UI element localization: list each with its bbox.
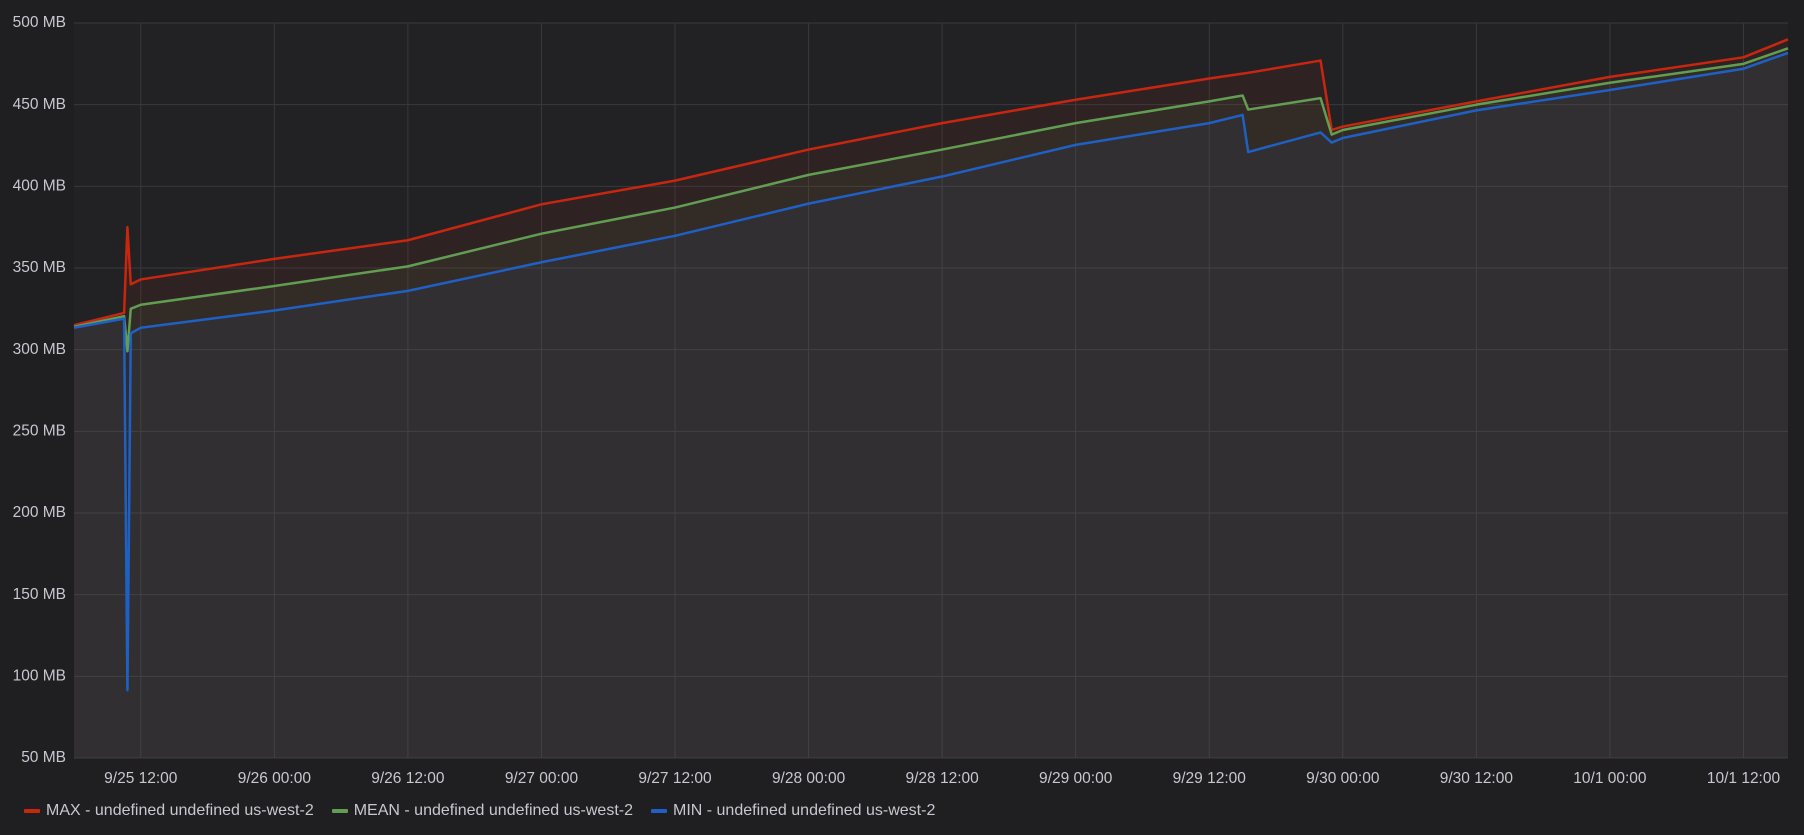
y-tick-label: 150 MB: [13, 586, 66, 603]
x-tick-label: 9/29 00:00: [1039, 770, 1113, 787]
x-tick-label: 9/29 12:00: [1173, 770, 1247, 787]
legend-item[interactable]: MEAN - undefined undefined us-west-2: [331, 802, 633, 820]
x-tick-label: 9/26 00:00: [238, 770, 312, 787]
legend-swatch: [24, 809, 40, 813]
legend-label: MIN - undefined undefined us-west-2: [672, 802, 936, 819]
x-tick-label: 9/30 00:00: [1306, 770, 1380, 787]
series-area: [74, 48, 1788, 759]
plot-area: [74, 23, 1788, 758]
legend-swatch: [650, 809, 667, 813]
y-tick-label: 400 MB: [13, 177, 66, 194]
y-tick-label: 200 MB: [13, 504, 66, 521]
legend-swatch: [331, 809, 348, 813]
x-tick-label: 9/27 12:00: [638, 770, 712, 787]
y-tick-label: 250 MB: [13, 422, 66, 439]
series-line: [73, 38, 1789, 327]
y-tick-label: 450 MB: [13, 96, 66, 113]
legend-item[interactable]: MIN - undefined undefined us-west-2: [650, 802, 936, 820]
x-tick-label: 10/1 12:00: [1707, 770, 1781, 787]
series-area: [74, 39, 1788, 759]
x-tick-label: 9/28 00:00: [772, 770, 846, 787]
series-area: [74, 52, 1788, 758]
series-line: [73, 51, 1789, 692]
chart: 50 MB 100 MB 150 MB 200 MB 250 MB 300 MB 350 M…: [13, 14, 1789, 787]
y-tick-label: 100 MB: [13, 667, 66, 684]
legend-label: MEAN - undefined undefined us-west-2: [353, 802, 633, 819]
legend-item[interactable]: MAX - undefined undefined us-west-2: [24, 802, 314, 820]
x-tick-label: 9/25 12:00: [104, 770, 178, 787]
x-tick-label: 9/28 12:00: [905, 770, 979, 787]
x-tick-label: 9/27 00:00: [505, 770, 579, 787]
y-tick-label: 50 MB: [21, 749, 66, 766]
x-tick-label: 9/30 12:00: [1440, 770, 1514, 787]
legend: MAX - undefined undefined us-west-2 MEAN …: [24, 802, 935, 820]
y-tick-label: 350 MB: [13, 259, 66, 276]
x-tick-label: 9/26 12:00: [371, 770, 445, 787]
y-tick-label: 500 MB: [13, 14, 66, 31]
legend-label: MAX - undefined undefined us-west-2: [46, 802, 314, 819]
x-tick-label: 10/1 00:00: [1573, 770, 1647, 787]
y-tick-label: 300 MB: [13, 341, 66, 358]
series-line: [73, 47, 1789, 353]
